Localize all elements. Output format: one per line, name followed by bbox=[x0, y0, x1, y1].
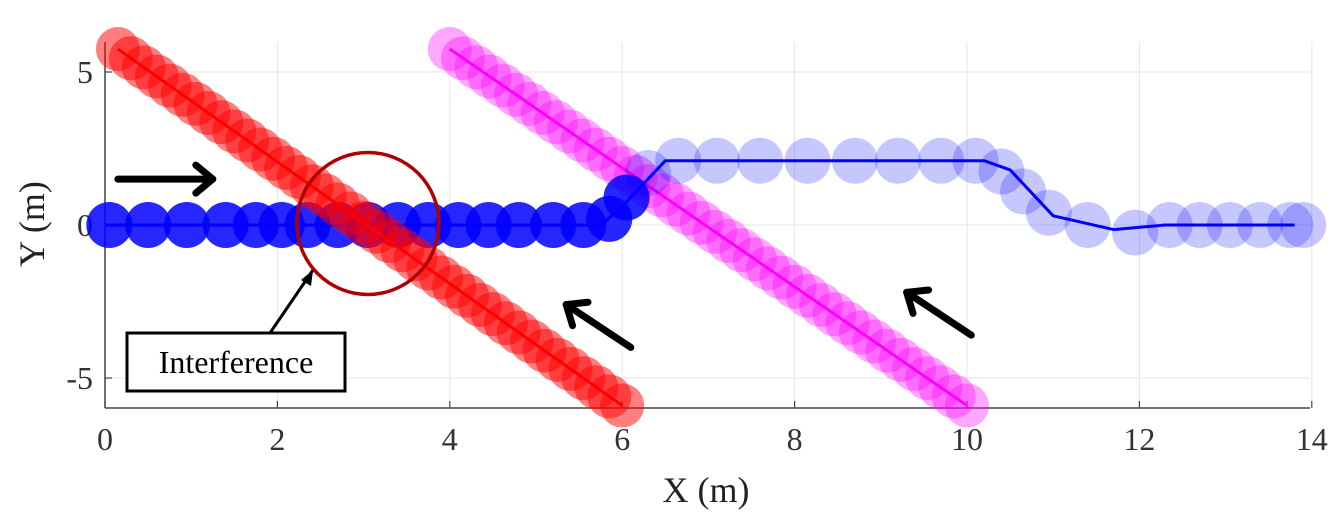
interference-label: Interference bbox=[159, 344, 314, 380]
trajectory-line bbox=[448, 47, 968, 407]
x-tick-label: 4 bbox=[442, 421, 458, 457]
pointer-head bbox=[301, 270, 313, 286]
arrow-shaft bbox=[903, 288, 975, 339]
y-tick-label: 5 bbox=[77, 54, 93, 90]
trajectory-point bbox=[978, 148, 1025, 195]
interference-pointer bbox=[268, 269, 315, 334]
series-blue bbox=[86, 137, 1327, 256]
y-tick-label: -5 bbox=[66, 360, 93, 396]
trajectory-point bbox=[1000, 168, 1047, 215]
direction-arrow-red bbox=[562, 298, 635, 351]
arrow-head bbox=[562, 298, 592, 330]
trajectory-point bbox=[1280, 202, 1327, 248]
trajectory-line bbox=[105, 159, 1295, 232]
x-tick-label: 6 bbox=[614, 421, 630, 457]
x-tick-label: 12 bbox=[1123, 421, 1155, 457]
x-tick-label: 10 bbox=[951, 421, 983, 457]
arrow-shaft bbox=[562, 301, 635, 351]
annotations-layer: Interference bbox=[125, 150, 441, 393]
trajectory-point bbox=[625, 149, 672, 196]
arrow-head bbox=[192, 161, 217, 197]
direction-arrow-magenta bbox=[903, 286, 975, 339]
arrows-layer bbox=[114, 161, 975, 351]
trajectory-point bbox=[603, 174, 650, 221]
axes: 0 2 4 6 8 10 12 14-505 bbox=[66, 42, 1328, 457]
trajectory-point bbox=[1112, 209, 1159, 256]
direction-arrow-blue bbox=[114, 161, 217, 197]
series-layer bbox=[86, 27, 1327, 428]
x-tick-label: 8 bbox=[787, 421, 803, 457]
x-tick-label: 14 bbox=[1296, 421, 1328, 457]
trajectory-line bbox=[117, 47, 624, 407]
x-axis-label: X (m) bbox=[663, 470, 750, 510]
interference-label-box bbox=[125, 331, 347, 393]
arrow-head bbox=[903, 286, 933, 317]
x-tick-label: 0 bbox=[97, 421, 113, 457]
x-tick-label: 2 bbox=[269, 421, 285, 457]
interference-highlight-circle bbox=[295, 150, 441, 297]
y-axis-label: Y (m) bbox=[12, 181, 52, 267]
